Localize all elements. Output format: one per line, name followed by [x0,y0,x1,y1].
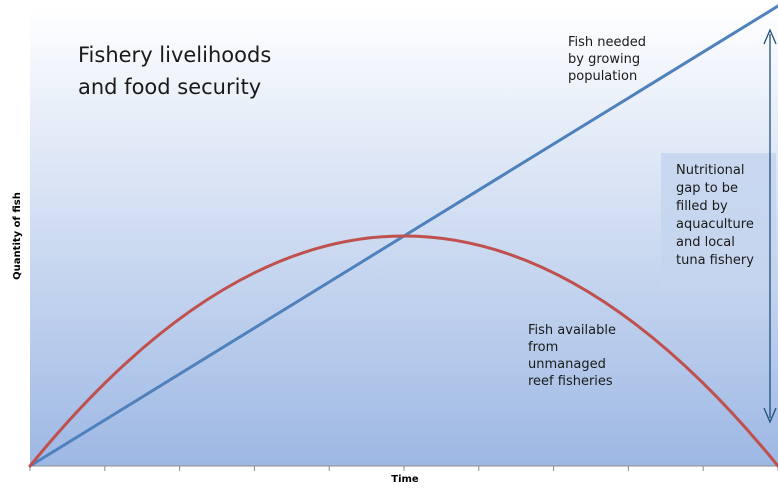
text-line: population [568,69,637,84]
gap-arrow-head-bottom [763,407,777,424]
text-line: aquaculture [676,217,754,232]
text-line: gap to be [676,181,738,196]
text-line: Fish needed [568,35,646,50]
x-axis-label: Time [391,474,419,485]
y-axis-label: Quantity of fish [12,192,23,280]
gap-arrow [763,28,777,424]
text-line: tuna fishery [676,253,754,268]
supply-annotation: Fish available from unmanaged reef fisherie… [528,323,616,389]
x-axis [29,465,778,471]
text-line: reef fisheries [528,374,613,389]
text-line: Fish available [528,323,616,338]
gap-annotation: Nutritional gap to be filled by aquaculture… [676,163,754,268]
series-layer [28,4,778,468]
text-line: unmanaged [528,357,606,372]
chart-title: Fishery livelihoods and food security [78,43,271,99]
text-line: filled by [676,199,728,214]
text-line: and local [676,235,735,250]
demand-annotation: Fish needed by growing population [568,35,646,84]
supply-series-line [28,234,778,468]
gap-label-box [661,153,776,290]
text-line: by growing [568,52,640,67]
gap-arrow-head-top [763,28,777,45]
text-line: and food security [78,75,261,99]
text-line: Fishery livelihoods [78,43,271,67]
text-line: from [528,340,558,355]
x-axis-ticks [29,466,778,471]
text-line: Nutritional [676,163,745,178]
